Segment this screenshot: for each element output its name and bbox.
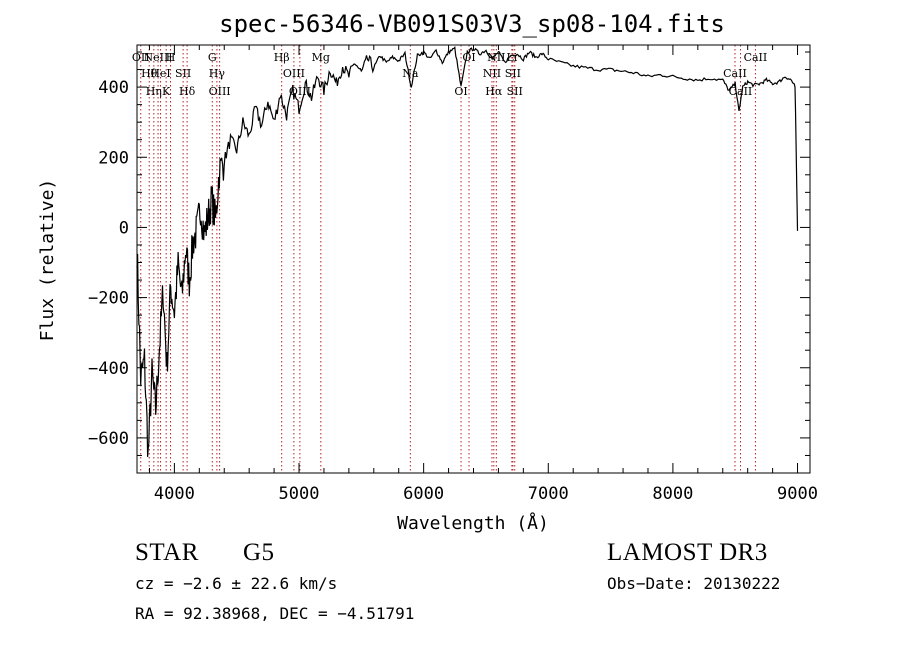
- spectral-line-label: OIII: [209, 85, 231, 98]
- y-tick-label: 200: [98, 148, 129, 168]
- spectral-line-label: K: [162, 85, 171, 98]
- survey-name: LAMOST DR3: [607, 539, 768, 566]
- x-axis-ticks: 4000 5000 6000 7000 8000 9000: [148, 45, 818, 504]
- spectral-line-label: Hγ: [209, 67, 226, 80]
- x-tick-label: 9000: [777, 484, 818, 504]
- spectral-line-label: SII: [175, 67, 191, 80]
- spectral-line-label: Li: [506, 51, 517, 64]
- y-tick-label: 400: [98, 78, 129, 98]
- x-tick-label: 7000: [528, 484, 569, 504]
- object-class: STAR: [135, 539, 199, 566]
- y-tick-label: 0: [119, 218, 129, 238]
- x-tick-label: 4000: [154, 484, 195, 504]
- spectral-lines-layer: [140, 45, 756, 473]
- chart-title: spec-56346-VB091S03V3_sp08-104.fits: [219, 10, 725, 38]
- spectral-line-label: SII: [507, 85, 523, 98]
- x-axis-label: Wavelength (Å): [397, 512, 549, 534]
- spectral-line-label: H: [166, 51, 176, 64]
- y-tick-label: −400: [88, 359, 129, 379]
- redshift-text: cz = −2.6 ± 22.6 km/s: [135, 574, 338, 593]
- spectral-line-label: Na: [402, 67, 419, 80]
- spectral-line-label: NII: [483, 67, 501, 80]
- spectral-line-label: HeI: [150, 67, 170, 80]
- obs-date-text: Obs−Date: 20130222: [607, 574, 781, 593]
- y-axis-label: Flux (relative): [37, 179, 58, 342]
- coordinates-text: RA = 92.38968, DEC = −4.51791: [135, 604, 415, 623]
- x-tick-label: 5000: [279, 484, 320, 504]
- spectral-line-label: Hδ: [179, 85, 196, 98]
- y-tick-label: −200: [88, 289, 129, 309]
- spectral-line-label: OI: [454, 85, 467, 98]
- x-tick-label: 6000: [403, 484, 444, 504]
- y-tick-label: −600: [88, 429, 129, 449]
- spectral-line-label: Hα: [485, 85, 503, 98]
- spectral-line-label: CaII: [744, 51, 768, 64]
- spectral-line-label: Hβ: [274, 51, 290, 64]
- spectral-subclass: G5: [243, 539, 275, 566]
- spectral-line-labels-layer: OIIHθHηNeIIIHeIKHSIIHδGHγOIIIHβOIIIOIIIM…: [132, 51, 767, 98]
- spectral-line-label: Mg: [312, 51, 330, 64]
- spectral-line-label: Hη: [146, 85, 162, 98]
- spectral-line-label: CaII: [729, 85, 753, 98]
- plot-frame: [136, 44, 811, 474]
- spectral-line-label: NeIII: [143, 51, 172, 64]
- spectral-line-label: G: [208, 51, 217, 64]
- spectral-line-label: OII: [132, 51, 150, 64]
- flux-series-line: [136, 46, 799, 457]
- y-axis-ticks: −600 −400 −200 0 200 400: [88, 51, 810, 474]
- spectral-line-label: OIII: [283, 67, 305, 80]
- x-tick-label: 8000: [652, 484, 693, 504]
- spectral-line-label: CaII: [723, 67, 747, 80]
- spectral-line-label: SII: [505, 67, 521, 80]
- spectral-line-label: Hθ: [141, 67, 158, 80]
